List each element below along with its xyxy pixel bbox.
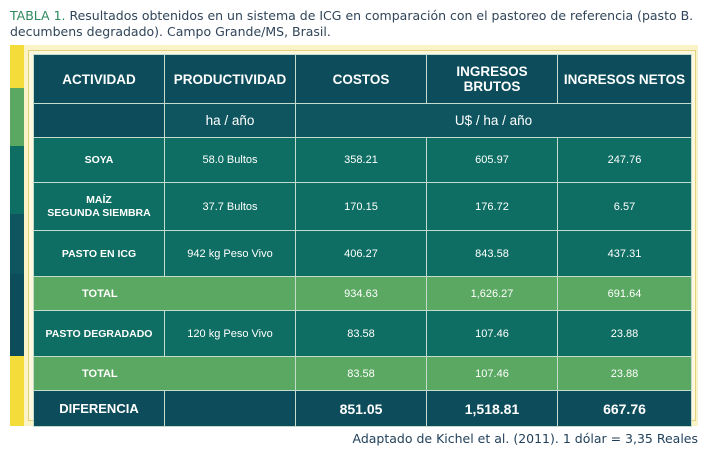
header-actividad: ACTIVIDAD xyxy=(33,54,165,104)
difference-row: DIFERENCIA 851.05 1,518.81 667.76 xyxy=(33,390,692,427)
cell-ingresos-brutos: 605.97 xyxy=(426,137,558,183)
row-label: SOYA xyxy=(33,137,165,183)
source-note: Adaptado de Kichel et al. (2011). 1 dóla… xyxy=(352,431,699,446)
header-ingresos-brutos: INGRESOS BRUTOS xyxy=(426,54,558,104)
side-bar-segment-4 xyxy=(10,214,24,274)
total-label: TOTAL xyxy=(33,276,296,311)
total-ingresos-brutos: 1,626.27 xyxy=(426,276,558,311)
total-row: TOTAL 83.58 107.46 23.88 xyxy=(33,356,692,391)
table-row: PASTO EN ICG 942 kg Peso Vivo 406.27 843… xyxy=(33,230,692,277)
cell-ingresos-netos: 437.31 xyxy=(557,230,692,277)
cell-ingresos-netos: 247.76 xyxy=(557,137,692,183)
header-costos: COSTOS xyxy=(295,54,427,104)
cell-ingresos-brutos: 107.46 xyxy=(426,310,558,357)
units-money: U$ / ha / año xyxy=(295,103,692,138)
cell-ingresos-netos: 23.88 xyxy=(557,310,692,357)
total-ingresos-netos: 691.64 xyxy=(557,276,692,311)
table-row: MAÍZ SEGUNDA SIEMBRA 37.7 Bultos 170.15 … xyxy=(33,182,692,231)
caption-text: Resultados obtenidos en un sistema de IC… xyxy=(10,8,694,39)
cell-costos: 170.15 xyxy=(295,182,427,231)
header-productividad: PRODUCTIVIDAD xyxy=(164,54,296,104)
total-label: TOTAL xyxy=(33,356,296,391)
table-caption: TABLA 1. Resultados obtenidos en un sist… xyxy=(10,8,700,40)
cell-costos: 358.21 xyxy=(295,137,427,183)
cell-productividad: 120 kg Peso Vivo xyxy=(164,310,296,357)
side-bar-segment-5 xyxy=(10,274,24,356)
total-ingresos-netos: 23.88 xyxy=(557,356,692,391)
difference-ingresos-netos: 667.76 xyxy=(557,390,692,427)
table-row: PASTO DEGRADADO 120 kg Peso Vivo 83.58 1… xyxy=(33,310,692,357)
table-row: SOYA 58.0 Bultos 358.21 605.97 247.76 xyxy=(33,137,692,183)
row-label: PASTO EN ICG xyxy=(33,230,165,277)
cell-ingresos-netos: 6.57 xyxy=(557,182,692,231)
side-bar-segment-1 xyxy=(10,45,24,88)
side-bar-segment-3 xyxy=(10,146,24,214)
total-costos: 934.63 xyxy=(295,276,427,311)
cell-costos: 406.27 xyxy=(295,230,427,277)
difference-costos: 851.05 xyxy=(295,390,427,427)
side-bar-segment-6 xyxy=(10,356,24,426)
cell-productividad: 58.0 Bultos xyxy=(164,137,296,183)
units-blank-cell xyxy=(33,103,165,138)
difference-ingresos-brutos: 1,518.81 xyxy=(426,390,558,427)
header-ingresos-netos: INGRESOS NETOS xyxy=(557,54,692,104)
difference-blank-cell xyxy=(164,390,296,427)
results-table: ACTIVIDAD PRODUCTIVIDAD COSTOS INGRESOS … xyxy=(33,54,692,427)
cell-costos: 83.58 xyxy=(295,310,427,357)
header-row: ACTIVIDAD PRODUCTIVIDAD COSTOS INGRESOS … xyxy=(33,54,692,104)
cell-productividad: 942 kg Peso Vivo xyxy=(164,230,296,277)
row-label: MAÍZ SEGUNDA SIEMBRA xyxy=(33,182,165,231)
side-bar-segment-2 xyxy=(10,88,24,146)
caption-label: TABLA 1. xyxy=(10,8,66,23)
units-row: ha / año U$ / ha / año xyxy=(33,103,692,138)
total-row: TOTAL 934.63 1,626.27 691.64 xyxy=(33,276,692,311)
difference-label: DIFERENCIA xyxy=(33,390,165,427)
cell-productividad: 37.7 Bultos xyxy=(164,182,296,231)
total-ingresos-brutos: 107.46 xyxy=(426,356,558,391)
cell-ingresos-brutos: 176.72 xyxy=(426,182,558,231)
total-costos: 83.58 xyxy=(295,356,427,391)
row-label: PASTO DEGRADADO xyxy=(33,310,165,357)
units-productividad: ha / año xyxy=(164,103,296,138)
cell-ingresos-brutos: 843.58 xyxy=(426,230,558,277)
